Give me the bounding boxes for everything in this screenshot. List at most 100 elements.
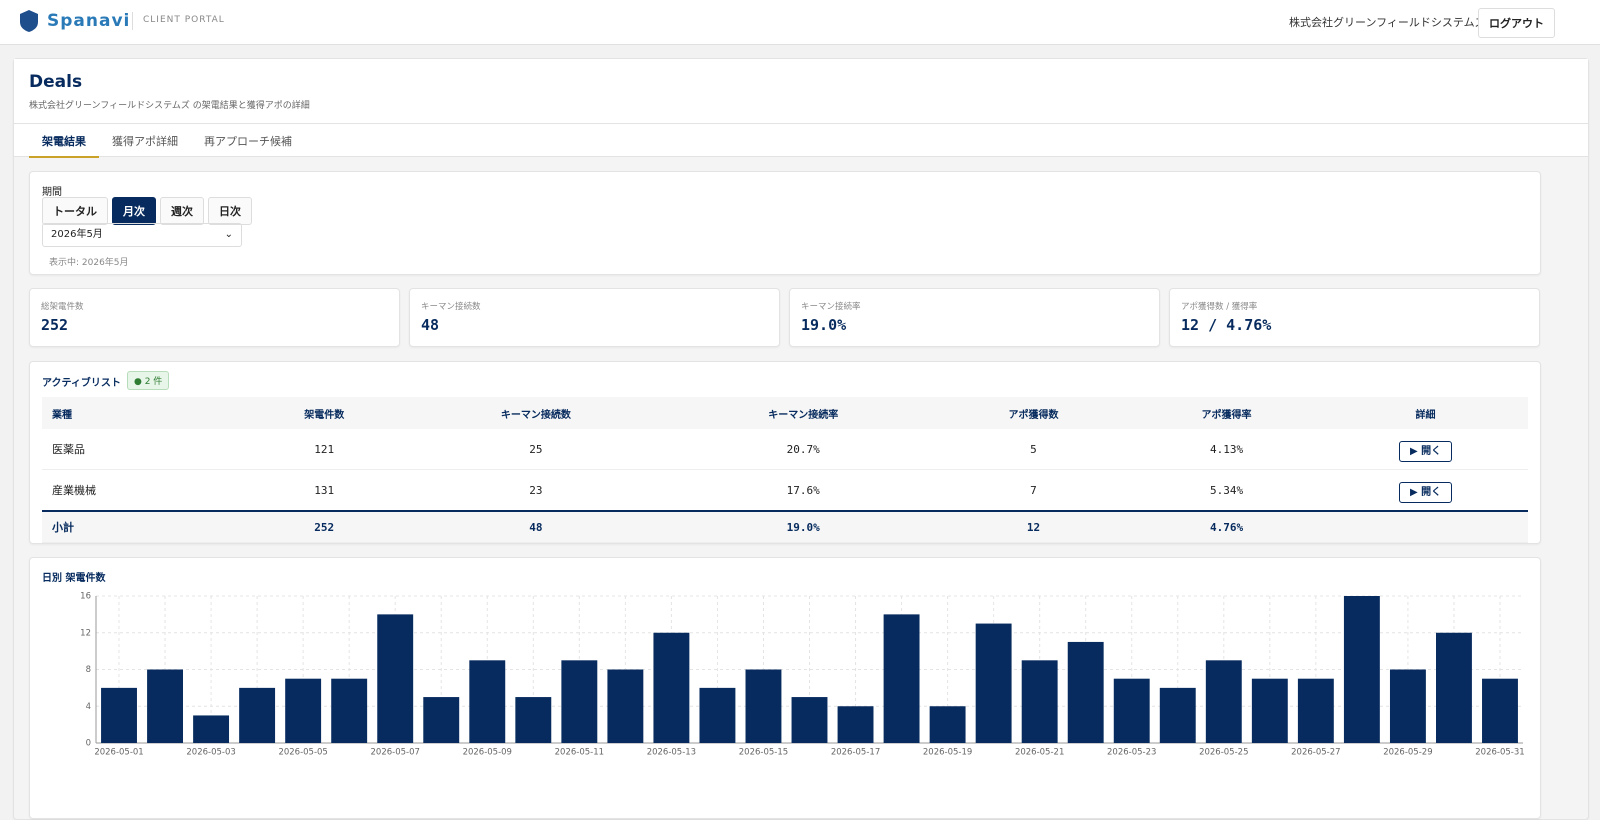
column-header: キーマン接続率: [669, 397, 937, 429]
month-select[interactable]: 2026年5月 ⌄: [42, 223, 242, 247]
x-tick-label: 2026-05-01: [94, 748, 143, 758]
open-button[interactable]: ▶ 開く: [1398, 481, 1453, 503]
bar: [1021, 660, 1058, 743]
tab[interactable]: 獲得アポ詳細: [112, 135, 178, 148]
kpi-value: 19.0%: [801, 316, 847, 334]
filter-label: 期間: [42, 187, 62, 198]
x-tick-label: 2026-05-07: [371, 748, 420, 758]
x-tick-label: 2026-05-15: [739, 748, 788, 758]
header: Spanavi CLIENT PORTAL 株式会社グリーンフィールドシステムズ…: [0, 0, 1600, 45]
table-card: アクティブリスト ● 2 件 業種 架電件数 キーマン接続数 キーマン接続率 アポ獲得数…: [29, 361, 1541, 544]
kpi-value: 48: [421, 316, 440, 334]
total-row: 小計 252 48 19.0% 12 4.76%: [42, 510, 1528, 543]
total-cell: 48: [402, 510, 670, 543]
total-cell: 19.0%: [669, 510, 937, 543]
bar: [423, 697, 460, 743]
mode-button[interactable]: 週次: [160, 197, 204, 225]
row: 医薬品 121 25 20.7% 5 4.13% ▶ 開く: [42, 429, 1528, 470]
mode-buttons: トータル 月次 週次 日次: [42, 197, 256, 225]
total-cell: 4.76%: [1130, 510, 1324, 543]
x-tick-label: 2026-05-03: [186, 748, 235, 758]
cell: 25: [402, 429, 670, 470]
cell: 医薬品: [42, 429, 247, 470]
chart-title: 日別 架電件数: [42, 573, 106, 584]
x-tick-label: 2026-05-19: [923, 748, 972, 758]
cell: 121: [246, 429, 403, 470]
bar: [653, 632, 690, 743]
column-header: 詳細: [1323, 397, 1528, 429]
tab[interactable]: 架電結果: [29, 133, 99, 158]
kpi-label: アポ獲得数 / 獲得率: [1181, 302, 1258, 312]
kpi-card: キーマン接続数 48: [409, 288, 780, 347]
x-tick-label: 2026-05-13: [647, 748, 696, 758]
x-tick-label: 2026-05-17: [831, 748, 880, 758]
chart: 0 4 8 12 16 2026-05-01 2026-05-03 2026-05-05 202…: [80, 592, 1525, 758]
bar: [469, 660, 506, 743]
bar: [285, 678, 322, 743]
bar: [607, 669, 644, 743]
bar: [101, 687, 137, 743]
mode-button[interactable]: 日次: [208, 197, 252, 225]
tab[interactable]: 再アプローチ候補: [204, 135, 292, 148]
kpi-card: アポ獲得数 / 獲得率 12 / 4.76%: [1169, 288, 1540, 347]
table: 業種 架電件数 キーマン接続数 キーマン接続率 アポ獲得数 アポ獲得率 詳細 医薬品 121 25…: [42, 397, 1528, 543]
bar: [929, 706, 966, 743]
logout-button[interactable]: ログアウト: [1478, 8, 1555, 38]
kpi-label: キーマン接続数: [421, 302, 481, 312]
bar: [1435, 632, 1472, 743]
y-tick-label: 4: [86, 702, 91, 712]
bar: [745, 669, 782, 743]
bar: [791, 697, 828, 743]
cell: ▶ 開く: [1323, 469, 1528, 512]
bar: [239, 687, 276, 743]
mode-button[interactable]: 月次: [112, 197, 156, 225]
badge: ● 2 件: [127, 371, 170, 390]
total-cell: 小計: [42, 510, 247, 543]
page-subtitle: 株式会社グリーンフィールドシステムズ の架電結果と獲得アポの詳細: [29, 101, 310, 111]
bar: [1113, 678, 1150, 743]
page-title: Deals: [29, 72, 83, 92]
bar: [1205, 660, 1242, 743]
bar: [837, 706, 874, 743]
kpi-value: 252: [41, 316, 69, 334]
brand: Spanavi: [47, 11, 131, 31]
cell: 4.13%: [1130, 429, 1324, 470]
portal: CLIENT PORTAL: [143, 15, 225, 25]
open-button[interactable]: ▶ 開く: [1398, 440, 1453, 462]
column-header: 業種: [42, 397, 247, 429]
cell: 5.34%: [1130, 469, 1324, 512]
bar: [975, 623, 1012, 743]
column-header: アポ獲得数: [936, 397, 1130, 429]
total-cell: 12: [936, 510, 1130, 543]
bar: [515, 697, 552, 743]
bar: [561, 660, 598, 743]
x-tick-label: 2026-05-25: [1199, 748, 1248, 758]
mode-button[interactable]: トータル: [42, 197, 108, 225]
cell: 23: [402, 469, 670, 512]
bar: [147, 669, 184, 743]
cell: 5: [936, 429, 1130, 470]
badge-text: 2 件: [144, 377, 163, 387]
cell: 17.6%: [669, 469, 937, 512]
bar: [377, 614, 414, 743]
kpi-card: キーマン接続率 19.0%: [789, 288, 1160, 347]
select-value: 2026年5月: [51, 229, 103, 240]
bar: [883, 614, 920, 743]
bar: [1067, 641, 1104, 743]
y-tick-label: 8: [86, 665, 91, 675]
cell: 産業機械: [42, 469, 247, 512]
x-tick-label: 2026-05-27: [1291, 748, 1340, 758]
bar: [1159, 687, 1196, 743]
total-cell: 252: [246, 510, 403, 543]
x-tick-label: 2026-05-23: [1107, 748, 1156, 758]
cell: ▶ 開く: [1323, 429, 1528, 470]
row: 産業機械 131 23 17.6% 7 5.34% ▶ 開く: [42, 469, 1528, 512]
company: 株式会社グリーンフィールドシステムズ: [1289, 16, 1486, 29]
y-tick-label: 16: [80, 592, 91, 602]
y-tick-label: 12: [80, 628, 91, 638]
filter-status: 表示中: 2026年5月: [49, 258, 129, 268]
y-tick-label: 0: [86, 739, 91, 749]
cell: 7: [936, 469, 1130, 512]
column-header: 架電件数: [246, 397, 403, 429]
